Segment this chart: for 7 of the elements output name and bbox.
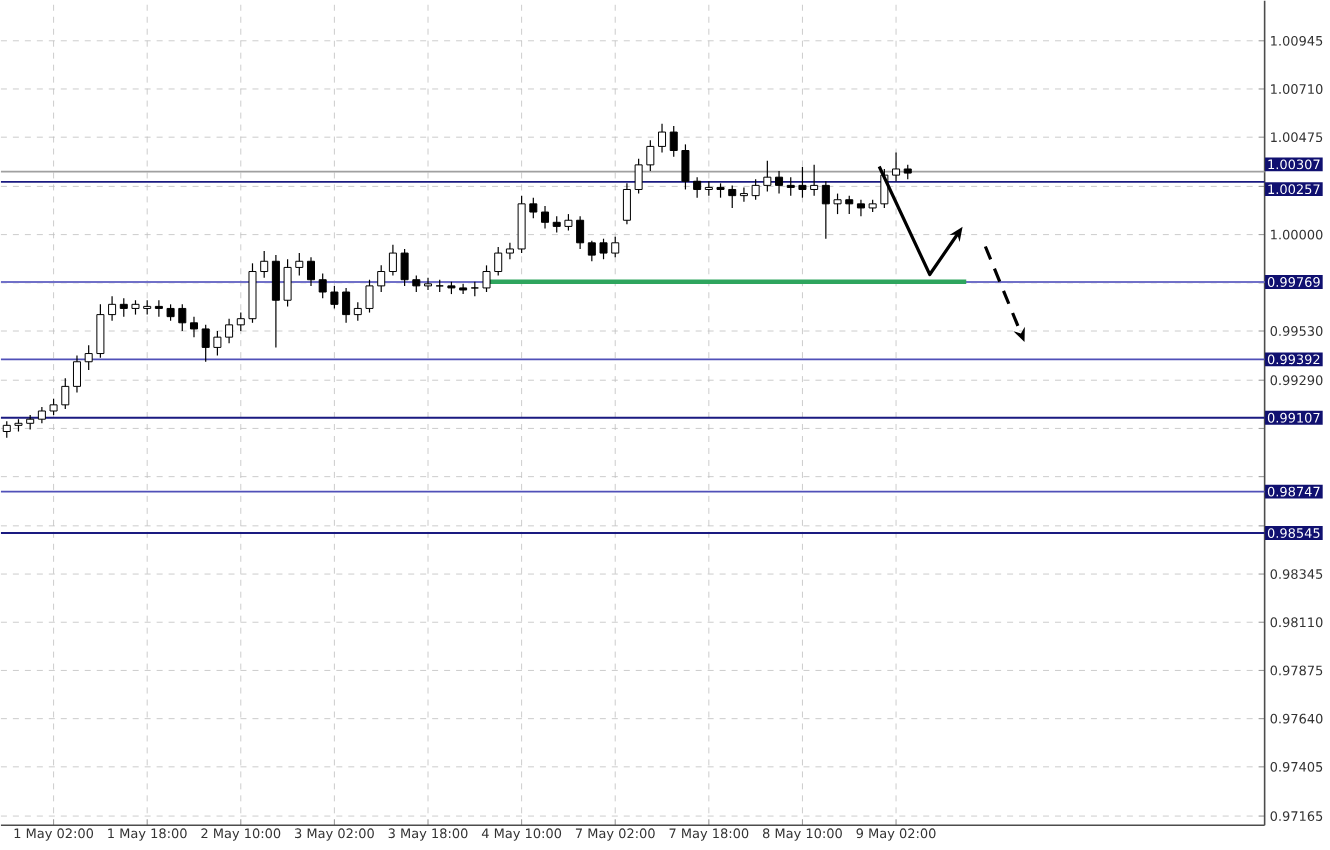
candlestick	[541, 205, 550, 230]
candlestick	[189, 316, 198, 339]
candlestick	[306, 256, 316, 287]
candlestick	[658, 123, 667, 154]
candlestick	[424, 277, 433, 291]
candlestick	[775, 170, 784, 195]
candlestick	[72, 355, 81, 394]
